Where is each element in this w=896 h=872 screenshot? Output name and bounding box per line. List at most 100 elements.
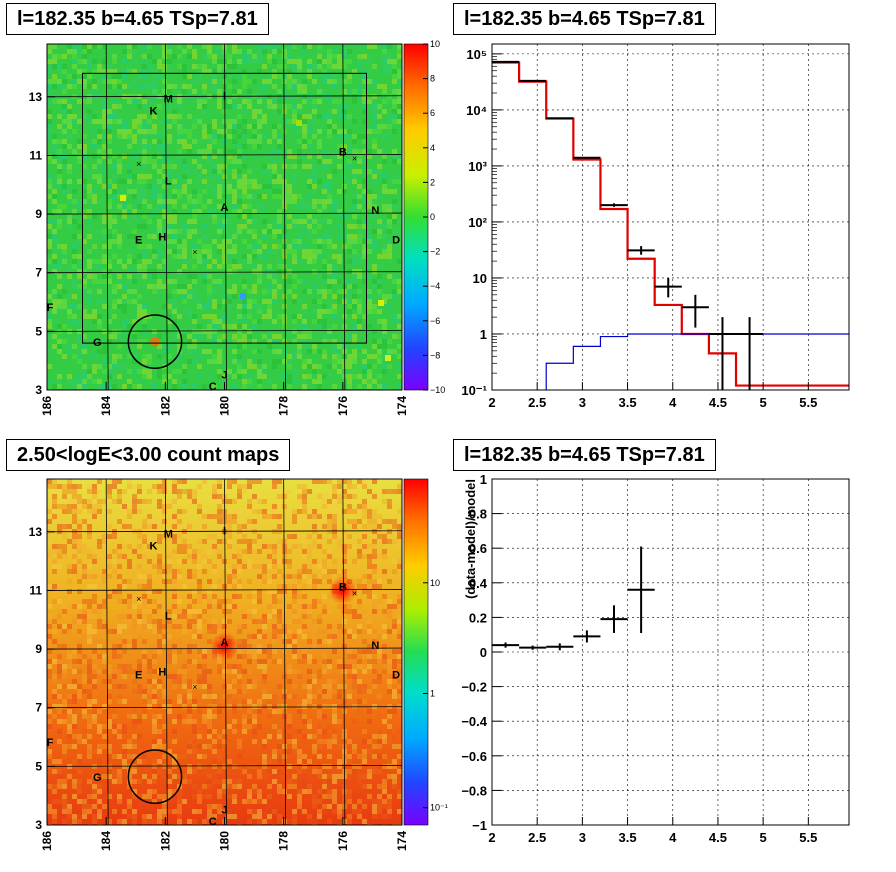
graticule-parallel [47, 95, 402, 98]
source-label-A: A [221, 637, 229, 649]
colorbar-tick-label: 10⁻¹ [430, 803, 448, 813]
x-tick-label: 3.5 [619, 830, 637, 845]
source-label-G: G [93, 772, 102, 784]
x-tick-label: 178 [277, 396, 291, 416]
x-tick-label: 4.5 [709, 830, 727, 845]
x-tick-label: 174 [395, 831, 409, 851]
source-label-I: I [223, 91, 226, 103]
source-label-K: K [150, 105, 158, 117]
graticule-meridian [224, 44, 227, 390]
y-tick-label: −0.8 [461, 783, 487, 798]
y-tick-label: 10³ [468, 159, 487, 174]
x-tick-label: 3.5 [619, 395, 637, 410]
x-tick-label: 184 [99, 396, 113, 416]
source-label-D: D [392, 669, 400, 681]
map-spot [385, 355, 391, 361]
x-tick-label: 186 [40, 396, 54, 416]
y-tick-label: 9 [35, 642, 42, 656]
y-tick-label: 10² [468, 215, 487, 230]
bright-spot [328, 576, 357, 605]
colorbar-tick-label: 10 [430, 578, 440, 588]
y-tick-label: 11 [29, 583, 42, 597]
residuals-panel: 2 2.5 3 3.5 4 4.5 5 5.5 −1 −0.8 −0.6 −0.4 −0.2 0 0.2 0.… [461, 472, 850, 845]
colorbar-tick-label: 8 [430, 74, 435, 84]
x-tick-label: 182 [158, 831, 172, 851]
y-tick-label: 5 [35, 759, 42, 773]
y-tick-label: 1 [480, 472, 487, 487]
source-marker: × [136, 594, 141, 604]
x-tick-label: 5 [760, 395, 767, 410]
source-label-C: C [209, 381, 217, 393]
source-label-G: G [93, 337, 102, 349]
x-tick-label: 182 [158, 396, 172, 416]
source-marker: × [192, 682, 197, 692]
graticule-meridian [342, 479, 346, 825]
colorbar-tick-label: 0 [430, 212, 435, 222]
y-tick-label: 10⁵ [466, 47, 487, 62]
colorbar-tick-label: −4 [430, 281, 440, 291]
y-tick-label: −0.2 [461, 680, 487, 695]
x-tick-label: 4 [669, 830, 677, 845]
y-tick-label: −0.6 [461, 749, 487, 764]
source-marker: × [352, 588, 357, 598]
source-label-B: B [339, 146, 347, 158]
graticule-meridian [224, 479, 227, 825]
y-tick-label: −1 [472, 818, 487, 833]
y-tick-label: 0.6 [469, 541, 487, 556]
spectrum-title: l=182.35 b=4.65 TSp=7.81 [453, 3, 716, 35]
source-label-H: H [158, 231, 166, 243]
x-tick-label: 174 [395, 396, 409, 416]
y-tick-label: 3 [35, 818, 42, 832]
source-label-H: H [158, 666, 166, 678]
source-label-K: K [150, 540, 158, 552]
y-tick-label: 7 [35, 266, 42, 280]
source-label-E: E [135, 669, 142, 681]
target-circle [127, 314, 183, 369]
map-spot [149, 336, 160, 347]
colorbar-tick-label: −2 [430, 247, 440, 257]
target-circle [127, 749, 183, 804]
y-tick-label: 13 [29, 525, 43, 539]
source-label-N: N [371, 205, 379, 217]
map-spot [296, 120, 302, 126]
y-tick-label: 9 [35, 207, 42, 221]
source-label-C: C [209, 816, 217, 828]
source-label-M: M [164, 94, 173, 106]
map-spot [378, 300, 384, 306]
x-tick-label: 5.5 [799, 395, 817, 410]
graticule-parallel [47, 212, 402, 215]
x-tick-label: 3 [579, 395, 586, 410]
roi-boundary [82, 72, 367, 344]
map-spot [240, 293, 246, 299]
x-tick-label: 2 [488, 830, 495, 845]
source-label-A: A [221, 202, 229, 214]
colorbar-tick-label: −6 [430, 316, 440, 326]
graticule-meridian [105, 44, 109, 390]
source-marker: × [352, 153, 357, 163]
background-histogram [545, 333, 849, 390]
x-tick-label: 186 [40, 831, 54, 851]
colorbar-tick-label: −8 [430, 350, 440, 360]
y-tick-label: 10 [473, 271, 487, 286]
y-tick-label: 10⁻¹ [461, 383, 487, 398]
graticule-meridian [342, 44, 346, 390]
source-label-J: J [221, 804, 227, 816]
x-tick-label: 3 [579, 830, 586, 845]
graticule-parallel [47, 530, 402, 533]
colorbar-tick-label: 10 [430, 39, 440, 49]
colorbar-tick-label: 6 [430, 108, 435, 118]
x-tick-label: 2.5 [528, 395, 546, 410]
colorbar-tick-label: 1 [430, 689, 435, 699]
residual_map-panel: M I K B L A N E H D F G JC × × × 186 184 182 180 178 176 174 3 5… [29, 39, 446, 416]
y-tick-label: 0.8 [469, 507, 487, 522]
colorbar-tick-label: 4 [430, 143, 435, 153]
source-label-F: F [47, 737, 54, 749]
count_map-plot-area: M I K B L A N E H D F G JC × × × [47, 479, 402, 828]
source-label-I: I [223, 526, 226, 538]
source-label-F: F [47, 302, 54, 314]
source-label-L: L [165, 611, 172, 623]
graticule-meridian [283, 44, 287, 390]
x-tick-label: 2 [488, 395, 495, 410]
x-tick-label: 176 [336, 831, 350, 851]
